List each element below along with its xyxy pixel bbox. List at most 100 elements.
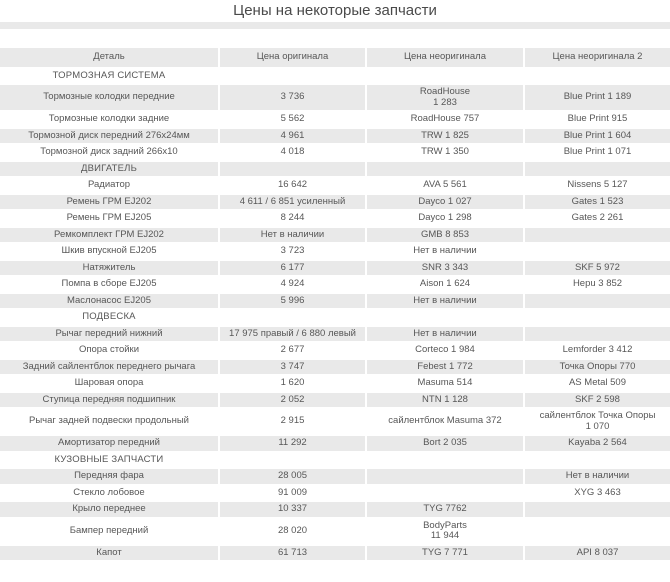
table-body: ТОРМОЗНАЯ СИСТЕМА Тормозные колодки перед…: [0, 68, 670, 560]
price-cell: Нет в наличии: [367, 293, 525, 308]
price-cell: SNR 3 343: [367, 260, 525, 275]
price-cell: 4 924: [220, 277, 367, 292]
part-row: Капот 61 713 TYG 7 771 API 8 037: [0, 545, 670, 560]
part-row: Бампер передний 28 020 BodyParts 11 944: [0, 518, 670, 544]
price-cell: 5 996: [220, 293, 367, 308]
part-row: Шаровая опора 1 620 Masuma 514 AS Metal 509: [0, 376, 670, 391]
column-header-detail: Деталь: [0, 48, 220, 67]
column-header-nonoriginal-price: Цена неоригинала: [367, 48, 525, 67]
section-row: ПОДВЕСКА: [0, 310, 670, 325]
part-name-cell: Амортизатор передний: [0, 436, 220, 451]
price-cell: Lemforder 3 412: [562, 344, 633, 355]
price-cell: 10 337: [220, 502, 367, 517]
part-name-cell: Капот: [0, 545, 220, 560]
section-label: КУЗОВНЫЕ ЗАПЧАСТИ: [0, 452, 220, 467]
price-cell: Nissens 5 127: [567, 179, 628, 190]
price-cell: Febest 1 772: [367, 359, 525, 374]
section-empty-cell: [525, 453, 670, 468]
price-cell: сайлентблок Masuma 372: [367, 409, 525, 434]
column-header-nonoriginal-price-2: Цена неоригинала 2: [525, 48, 670, 67]
part-row: Ремень ГРМ EJ205 8 244 Dayco 1 298 Gates 2 …: [0, 211, 670, 226]
price-cell: Kayaba 2 564: [525, 436, 670, 451]
price-cell: 28 020: [220, 518, 367, 544]
price-cell: Dayco 1 298: [367, 211, 525, 226]
part-name-cell: Тормозные колодки передние: [0, 85, 220, 110]
part-row: Ремень ГРМ EJ202 4 611 / 6 851 усиленный D…: [0, 194, 670, 209]
price-cell: [525, 519, 670, 544]
part-name-cell: Помпа в сборе EJ205: [0, 277, 220, 292]
part-row: Ремкомплект ГРМ EJ202 Нет в наличии GMB 8 …: [0, 227, 670, 242]
price-cell: AVA 5 561: [367, 178, 525, 193]
price-cell: 4 018: [220, 145, 367, 160]
price-cell: Gates 1 523: [525, 194, 670, 209]
part-row: Помпа в сборе EJ205 4 924 Aison 1 624 Hepu …: [0, 277, 670, 292]
section-empty-cell: [367, 452, 525, 467]
price-cell: 17 975 правый / 6 880 левый: [220, 326, 367, 341]
part-row: Амортизатор передний 11 292 Bort 2 035 Kaya…: [0, 436, 670, 451]
price-cell: TYG 7 771: [367, 545, 525, 560]
price-cell: 28 005: [220, 469, 367, 484]
price-cell: Нет в наличии: [220, 227, 367, 242]
table-header-row: Деталь Цена оригинала Цена неоригинала Ц…: [0, 48, 670, 67]
part-name-cell: Тормозные колодки задние: [0, 112, 220, 127]
page: Цены на некоторые запчасти Деталь Цена о…: [0, 2, 670, 562]
price-cell: 2 052: [220, 392, 367, 407]
part-name-cell: Крыло переднее: [0, 502, 220, 517]
price-cell: Gates 2 261: [571, 212, 624, 223]
spacer: [0, 29, 670, 46]
price-cell: [367, 485, 525, 500]
column-header-original-price: Цена оригинала: [220, 48, 367, 67]
part-name-cell: Маслонасос EJ205: [0, 293, 220, 308]
part-name-cell: Рычаг задней подвески продольный: [0, 409, 220, 434]
part-row: Крыло переднее 10 337 TYG 7762: [0, 502, 670, 517]
part-name-cell: Натяжитель: [0, 260, 220, 275]
section-empty-cell: [367, 310, 525, 325]
price-cell: Blue Print 1 604: [525, 128, 670, 143]
price-cell: 2 915: [220, 409, 367, 434]
price-cell: Dayco 1 027: [367, 194, 525, 209]
price-cell: Blue Print 1 189: [525, 85, 670, 110]
price-cell: 11 292: [220, 436, 367, 451]
part-name-cell: Опора стойки: [0, 343, 220, 358]
price-cell: 2 677: [220, 343, 367, 358]
price-cell: 8 244: [220, 211, 367, 226]
price-cell: 4 961: [220, 128, 367, 143]
divider-strip: [0, 22, 670, 29]
price-cell: TRW 1 825: [367, 128, 525, 143]
part-name-cell: Рычаг передний нижний: [0, 326, 220, 341]
section-row: КУЗОВНЫЕ ЗАПЧАСТИ: [0, 452, 670, 468]
price-cell: GMB 8 853: [367, 227, 525, 242]
part-name-cell: Ремень ГРМ EJ205: [0, 211, 220, 226]
part-row: Радиатор 16 642 AVA 5 561 Nissens 5 127: [0, 178, 670, 193]
price-cell: 3 747: [220, 359, 367, 374]
price-cell: 1 620: [220, 376, 367, 391]
price-cell: Нет в наличии: [367, 244, 525, 259]
section-empty-cell: [220, 68, 367, 83]
parts-price-table: Деталь Цена оригинала Цена неоригинала Ц…: [0, 46, 670, 562]
part-row: Тормозные колодки задние 5 562 RoadHouse 7…: [0, 112, 670, 127]
section-empty-cell: [525, 161, 670, 176]
part-name-cell: Шаровая опора: [0, 376, 220, 391]
price-cell: Blue Print 915: [567, 113, 628, 124]
section-empty-cell: [525, 310, 670, 325]
part-name-cell: Бампер передний: [0, 518, 220, 544]
price-cell: Corteco 1 984: [367, 343, 525, 358]
part-name-cell: Задний сайлентблок переднего рычага: [0, 359, 220, 374]
price-cell: 91 009: [220, 485, 367, 500]
price-cell: TYG 7762: [367, 502, 525, 517]
section-label: ТОРМОЗНАЯ СИСТЕМА: [0, 68, 220, 83]
price-cell: TRW 1 350: [367, 145, 525, 160]
price-cell: 3 723: [220, 244, 367, 259]
price-cell: SKF 2 598: [525, 392, 670, 407]
section-label: ПОДВЕСКА: [0, 310, 220, 325]
part-row: Рычаг задней подвески продольный 2 915 сай…: [0, 409, 670, 434]
section-label: ДВИГАТЕЛЬ: [0, 161, 220, 176]
section-empty-cell: [220, 161, 367, 176]
price-cell: Blue Print 1 071: [563, 146, 632, 157]
price-cell: AS Metal 509: [568, 377, 627, 388]
price-cell: 3 736: [220, 85, 367, 110]
price-cell: [525, 244, 670, 259]
price-cell: 6 177: [220, 260, 367, 275]
price-cell: Aison 1 624: [367, 277, 525, 292]
price-cell: NTN 1 128: [367, 392, 525, 407]
